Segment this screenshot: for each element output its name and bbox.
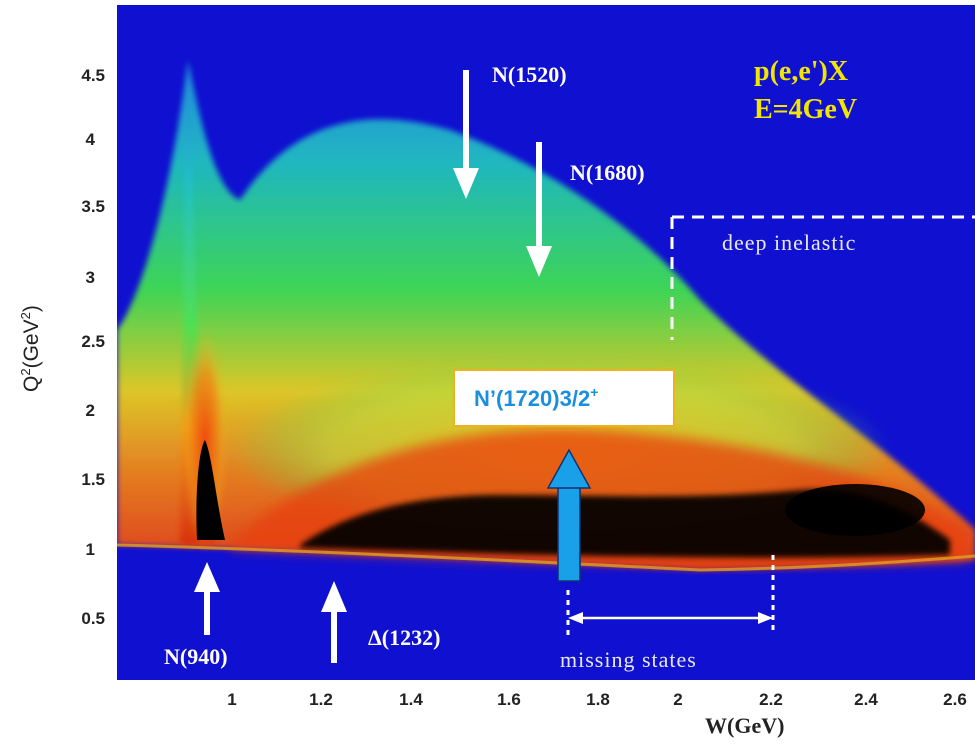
x-axis-label: W(GeV) xyxy=(705,713,784,738)
y-label-close: ) xyxy=(20,305,43,312)
deep-inelastic-region xyxy=(670,215,975,340)
y-label-q: Q xyxy=(20,376,43,392)
y-axis-label: Q2(GeV2) xyxy=(18,305,43,392)
x-tick: 1.2 xyxy=(309,690,333,709)
y-tick: 1.5 xyxy=(81,470,105,489)
y-tick: 4.5 xyxy=(81,66,105,85)
y-axis: 0.5 1 1.5 2 2.5 3 3.5 4 4.5 xyxy=(81,66,105,628)
callout-n1720: N’(1720)3/2+ xyxy=(453,369,675,427)
callout-arrow xyxy=(546,448,592,582)
y-label-sup2: 2 xyxy=(18,312,33,319)
x-tick: 1 xyxy=(227,690,236,709)
y-label-unit: (GeV xyxy=(20,319,43,368)
missing-states-bracket xyxy=(566,555,775,635)
label-delta1232: Δ(1232) xyxy=(368,625,440,650)
callout-sup: + xyxy=(590,384,598,400)
kinematic-density xyxy=(117,60,975,572)
y-tick: 0.5 xyxy=(81,609,105,628)
title-beam: E=4GeV xyxy=(754,94,857,125)
callout-label: N’(1720)3/2 xyxy=(474,386,590,411)
arrow-n1520 xyxy=(453,70,479,199)
x-tick: 1.6 xyxy=(497,690,521,709)
label-n940: N(940) xyxy=(164,644,228,669)
x-axis: 1 1.2 1.4 1.6 1.8 2 2.2 2.4 2.6 xyxy=(227,690,967,709)
x-tick: 2 xyxy=(673,690,682,709)
label-n1520: N(1520) xyxy=(492,62,567,87)
missing-states-label: missing states xyxy=(560,647,697,672)
x-tick: 1.4 xyxy=(399,690,423,709)
arrow-n940 xyxy=(194,562,220,635)
svg-text:N’(1720)3/2+: N’(1720)3/2+ xyxy=(474,384,598,411)
y-tick: 4 xyxy=(86,130,96,149)
x-tick: 2.6 xyxy=(943,690,967,709)
label-n1680: N(1680) xyxy=(570,160,645,185)
y-tick: 3.5 xyxy=(81,197,105,216)
arrow-n1680 xyxy=(526,142,552,277)
x-tick: 1.8 xyxy=(586,690,610,709)
y-tick: 3 xyxy=(86,268,95,287)
x-tick: 2.4 xyxy=(854,690,878,709)
arrow-delta1232 xyxy=(321,581,347,663)
title-reaction: p(e,e')X xyxy=(754,56,848,87)
y-label-sup: 2 xyxy=(18,368,33,375)
deep-inelastic-label: deep inelastic xyxy=(722,230,856,255)
y-tick: 2 xyxy=(86,401,95,420)
y-tick: 1 xyxy=(86,540,95,559)
x-tick: 2.2 xyxy=(759,690,783,709)
y-tick: 2.5 xyxy=(81,332,105,351)
